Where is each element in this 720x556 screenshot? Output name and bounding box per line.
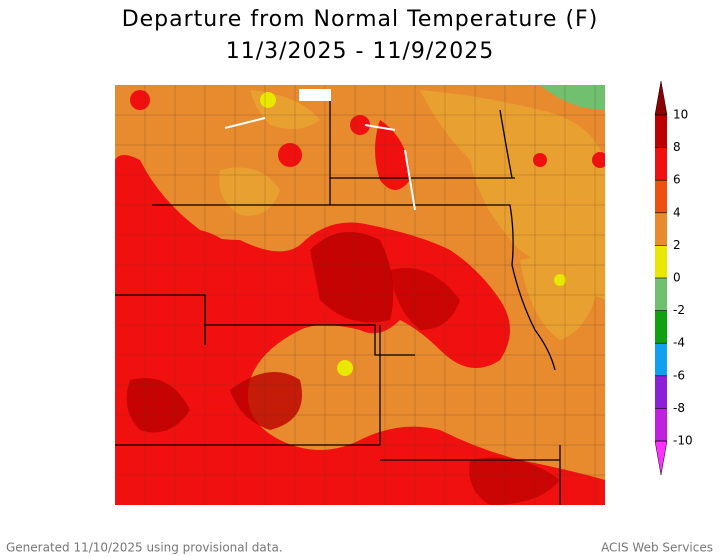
- subtitle: 11/3/2025 - 11/9/2025: [226, 39, 495, 64]
- colorbar-segment: [655, 147, 667, 181]
- colorbar: 10 8 6 4 2 0 -2 -4 -6 -8 -10: [654, 80, 693, 476]
- colorbar-segment: [655, 343, 667, 376]
- colorbar-tick-label: 10: [673, 108, 688, 122]
- colorbar-tick-label: -2: [673, 303, 685, 317]
- colorbar-arrow-top: [654, 80, 668, 116]
- colorbar-tick-label: -6: [673, 368, 685, 382]
- colorbar-arrow-bottom: [654, 440, 668, 476]
- footer-left: Generated 11/10/2025 using provisional d…: [6, 541, 283, 555]
- colorbar-segment: [655, 310, 667, 344]
- map: [115, 85, 605, 505]
- colorbar-tick-label: 0: [673, 271, 681, 285]
- colorbar-tick-label: -4: [673, 336, 685, 350]
- footer-right: ACIS Web Services: [601, 541, 713, 555]
- colorbar-segment: [655, 180, 667, 213]
- colorbar-segment: [655, 245, 667, 278]
- colorbar-tick-label: 4: [673, 205, 681, 219]
- colorbar-segment: [655, 278, 667, 311]
- colorbar-segment: [655, 375, 667, 409]
- colorbar-tick-label: 6: [673, 173, 681, 187]
- colorbar-tick-label: -10: [673, 434, 693, 448]
- colorbar-tick-label: -8: [673, 401, 685, 415]
- colorbar-segment: [655, 115, 667, 148]
- colorbar-segment: [655, 212, 667, 246]
- colorbar-tick-label: 8: [673, 140, 681, 154]
- colorbar-tick-label: 2: [673, 238, 681, 252]
- colorbar-segment: [655, 408, 667, 441]
- title: Departure from Normal Temperature (F): [122, 7, 599, 32]
